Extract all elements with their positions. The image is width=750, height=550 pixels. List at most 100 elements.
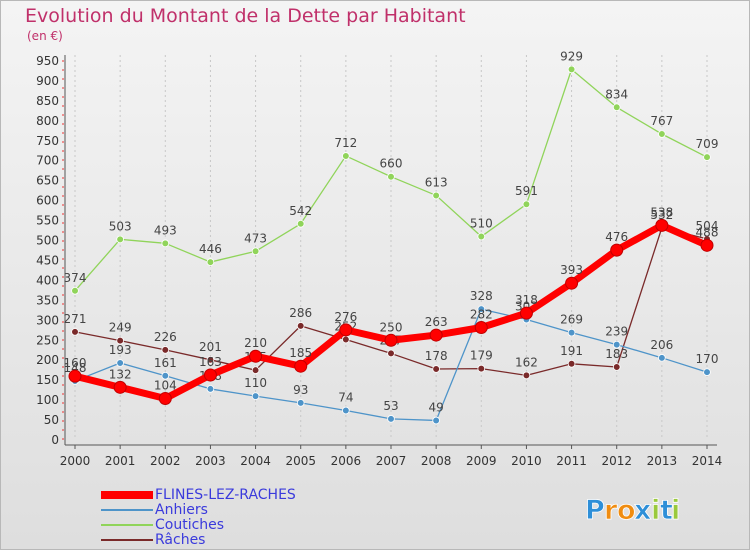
data-point — [522, 200, 531, 209]
data-point — [474, 320, 488, 334]
data-point — [612, 340, 621, 349]
data-point — [519, 306, 533, 320]
data-point — [116, 359, 124, 367]
legend-item: Râches — [101, 532, 296, 548]
x-tick-label: 2004 — [240, 454, 271, 468]
logo-letter: P — [585, 495, 605, 526]
data-point — [610, 243, 624, 257]
data-point — [387, 415, 395, 423]
data-label: 170 — [696, 352, 719, 366]
data-point — [251, 366, 260, 374]
data-label: 185 — [289, 346, 312, 360]
data-point — [342, 406, 350, 415]
data-label: 276 — [334, 310, 357, 324]
data-label: 93 — [293, 383, 308, 397]
data-point — [429, 328, 443, 342]
logo-letter: o — [617, 495, 636, 526]
data-label: 446 — [199, 242, 222, 256]
data-point — [339, 323, 353, 337]
x-tick-label: 2013 — [647, 454, 678, 468]
data-point — [116, 235, 124, 244]
data-point — [296, 219, 305, 228]
data-label: 282 — [470, 307, 493, 321]
y-tick-label: 800 — [36, 114, 59, 128]
data-label: 148 — [64, 361, 87, 375]
data-point — [342, 152, 350, 160]
x-tick-label: 2009 — [466, 454, 497, 468]
data-label: 532 — [650, 208, 673, 222]
data-point — [206, 385, 215, 393]
data-label: 834 — [605, 87, 628, 101]
data-point — [567, 65, 576, 74]
data-label: 504 — [696, 219, 719, 233]
data-label: 712 — [334, 136, 357, 150]
x-tick-label: 2012 — [601, 454, 632, 468]
data-label: 210 — [244, 336, 267, 350]
data-label: 206 — [650, 338, 673, 352]
y-axis-unit-label: (en €) — [27, 29, 63, 43]
legend-item: Coutiches — [101, 517, 296, 533]
legend-item: Anhiers — [101, 502, 296, 518]
data-point — [612, 363, 621, 371]
data-point — [161, 371, 170, 380]
data-label: 488 — [696, 225, 719, 239]
data-point — [477, 305, 486, 313]
data-point — [655, 218, 669, 232]
legend-label: FLINES-LEZ-RACHES — [155, 486, 296, 503]
data-label: 53 — [383, 399, 398, 413]
data-label: 250 — [380, 320, 403, 334]
data-point — [116, 336, 124, 345]
y-tick-label: 150 — [36, 373, 59, 387]
y-tick-label: 250 — [36, 333, 59, 347]
data-point — [296, 399, 305, 407]
data-point — [658, 354, 666, 362]
y-tick-label: 950 — [36, 54, 59, 68]
data-point — [477, 232, 486, 241]
data-label: 269 — [560, 313, 583, 327]
data-point — [432, 191, 440, 200]
data-label: 161 — [154, 356, 177, 370]
data-point — [161, 346, 170, 354]
data-point — [206, 258, 215, 266]
logo-letter: i — [651, 495, 660, 526]
data-point — [384, 333, 398, 347]
y-tick-label: 850 — [36, 94, 59, 108]
data-label: 160 — [64, 356, 87, 370]
data-label: 162 — [515, 355, 538, 369]
data-point — [612, 103, 621, 112]
x-tick-label: 2005 — [285, 454, 316, 468]
x-tick-label: 2003 — [195, 454, 226, 468]
data-point — [567, 328, 576, 337]
data-point — [703, 153, 711, 161]
y-tick-label: 400 — [36, 273, 59, 287]
data-point — [296, 322, 305, 330]
data-label: 929 — [560, 49, 583, 63]
data-label: 510 — [470, 217, 493, 231]
data-label: 613 — [425, 175, 448, 189]
data-label: 132 — [109, 367, 132, 381]
y-tick-label: 300 — [36, 313, 59, 327]
data-point — [249, 349, 263, 363]
data-label: 263 — [425, 315, 448, 329]
y-tick-label: 700 — [36, 154, 59, 168]
x-tick-label: 2007 — [376, 454, 407, 468]
x-tick-label: 2001 — [105, 454, 136, 468]
data-label: 328 — [470, 289, 493, 303]
x-tick-label: 2002 — [150, 454, 181, 468]
data-label: 249 — [109, 321, 132, 335]
data-point — [68, 369, 82, 383]
x-tick-label: 2008 — [421, 454, 452, 468]
data-point — [703, 368, 711, 376]
y-tick-label: 900 — [36, 74, 59, 88]
legend-item: FLINES-LEZ-RACHES — [101, 486, 296, 503]
data-label: 473 — [244, 231, 267, 245]
logo-letter: r — [604, 495, 618, 526]
y-tick-label: 450 — [36, 253, 59, 267]
y-tick-label: 500 — [36, 234, 59, 248]
data-point — [113, 380, 127, 394]
logo-letter: t — [660, 495, 673, 526]
data-point — [658, 130, 666, 138]
y-tick-label: 550 — [36, 214, 59, 228]
legend: FLINES-LEZ-RACHES Anhiers Coutiches Râches — [101, 486, 296, 548]
